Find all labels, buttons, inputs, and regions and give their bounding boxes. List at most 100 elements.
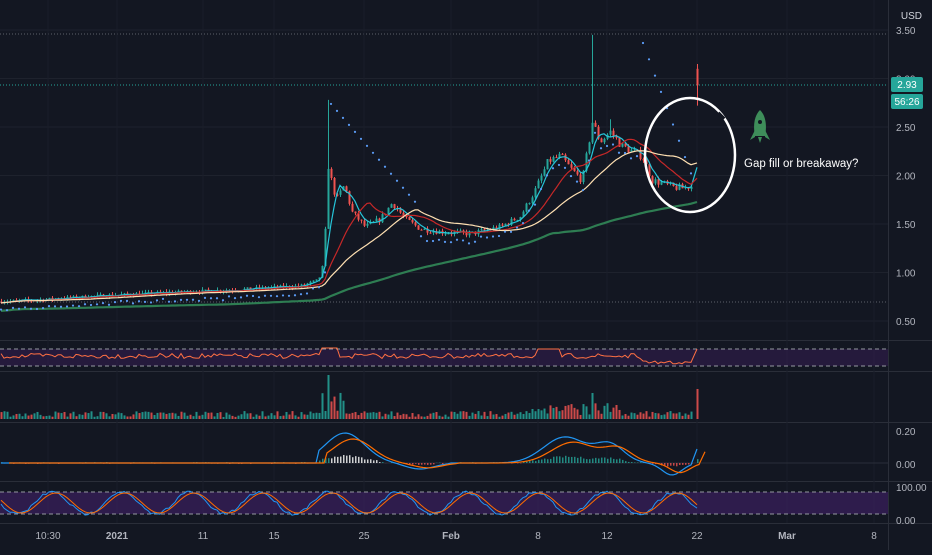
psar-dot <box>504 231 506 233</box>
volume-bar <box>586 406 588 419</box>
macd-hist-bar <box>610 457 612 463</box>
volume-bar <box>328 375 330 419</box>
psar-dot <box>192 299 194 301</box>
candle-body <box>544 169 546 175</box>
macd-hist-bar <box>559 456 561 463</box>
volume-bar <box>403 414 405 419</box>
psar-dot <box>624 152 626 154</box>
volume-bar <box>652 412 654 419</box>
volume-bar <box>19 414 21 419</box>
psar-dot <box>636 155 638 157</box>
volume-bar <box>34 413 36 419</box>
macd-hist-bar <box>355 456 357 463</box>
volume-bar <box>610 412 612 419</box>
volume-bar <box>619 410 621 419</box>
macd-hist-bar <box>631 462 633 463</box>
volume-bar <box>7 412 9 419</box>
time-tick-label: Feb <box>442 531 460 542</box>
volume-bar <box>106 413 108 419</box>
macd-hist-bar <box>349 455 351 463</box>
volume-bar <box>622 415 624 419</box>
volume-bar <box>532 409 534 419</box>
psar-dot <box>366 145 368 147</box>
volume-bar <box>271 413 273 419</box>
volume-bar <box>46 416 48 419</box>
psar-dot <box>378 159 380 161</box>
candle-body <box>421 230 423 231</box>
macd-hist-bar <box>580 457 582 463</box>
psar-dot <box>330 103 332 105</box>
volume-bar <box>673 413 675 419</box>
volume-bar <box>157 413 159 419</box>
volume-bar <box>43 416 45 419</box>
psar-dot <box>0 308 2 310</box>
candle-body <box>568 160 570 164</box>
volume-bar <box>1 412 3 419</box>
macd-hist-bar <box>430 463 432 465</box>
macd-hist-bar <box>565 456 567 463</box>
volume-bar <box>631 413 633 419</box>
time-tick-label: 8 <box>535 531 541 542</box>
psar-dot <box>234 297 236 299</box>
volume-bar <box>463 411 465 419</box>
macd-hist-bar <box>601 458 603 463</box>
volume-bar <box>310 412 312 419</box>
macd-hist-bar <box>625 461 627 463</box>
volume-bar <box>520 412 522 419</box>
psar-dot <box>414 201 416 203</box>
rsi-pane[interactable] <box>0 491 888 515</box>
macd-hist-bar <box>622 460 624 463</box>
volume-bar <box>82 415 84 419</box>
psar-dot <box>612 143 614 145</box>
volume-bar <box>274 415 276 419</box>
rsi-tick-label: 100.00 <box>896 483 927 494</box>
macd-hist-bar <box>409 463 411 464</box>
macd-hist-bar <box>541 460 543 463</box>
volume-bar <box>214 416 216 419</box>
volume-bar <box>70 413 72 419</box>
macd-hist-bar <box>340 457 342 463</box>
volume-bar <box>67 417 69 419</box>
candle-body <box>529 203 531 204</box>
psar-dot <box>684 156 686 158</box>
last-price-value: 2.93 <box>897 80 917 91</box>
volume-bar <box>373 412 375 419</box>
oscillator-pane[interactable] <box>0 348 888 366</box>
macd-hist-bar <box>556 456 558 463</box>
candle-body <box>580 174 582 182</box>
candle-body <box>430 233 432 234</box>
volume-bar <box>277 411 279 419</box>
volume-bar <box>691 412 693 419</box>
volume-bar <box>334 397 336 419</box>
volume-bar <box>556 407 558 419</box>
volume-bar <box>40 415 42 419</box>
psar-dot <box>216 297 218 299</box>
psar-dot <box>396 180 398 182</box>
volume-bar <box>574 408 576 419</box>
volume-bar <box>241 414 243 419</box>
psar-dot <box>354 131 356 133</box>
candle-body <box>364 221 366 226</box>
volume-bar <box>337 411 339 419</box>
volume-bar <box>415 417 417 419</box>
candle-body <box>697 69 699 85</box>
volume-bar <box>565 406 567 419</box>
psar-dot <box>564 167 566 169</box>
volume-bar <box>352 413 354 419</box>
volume-bar <box>307 415 309 419</box>
volume-bar <box>103 412 105 419</box>
volume-bar <box>517 414 519 419</box>
psar-dot <box>642 42 644 44</box>
candle-body <box>361 220 363 221</box>
psar-dot <box>402 187 404 189</box>
volume-bar <box>640 412 642 419</box>
volume-bar <box>10 417 12 419</box>
psar-dot <box>594 132 596 134</box>
psar-dot <box>120 300 122 302</box>
volume-bar <box>319 413 321 419</box>
macd-hist-bar <box>331 458 333 463</box>
macd-hist-bar <box>544 459 546 463</box>
candle-body <box>313 281 315 282</box>
